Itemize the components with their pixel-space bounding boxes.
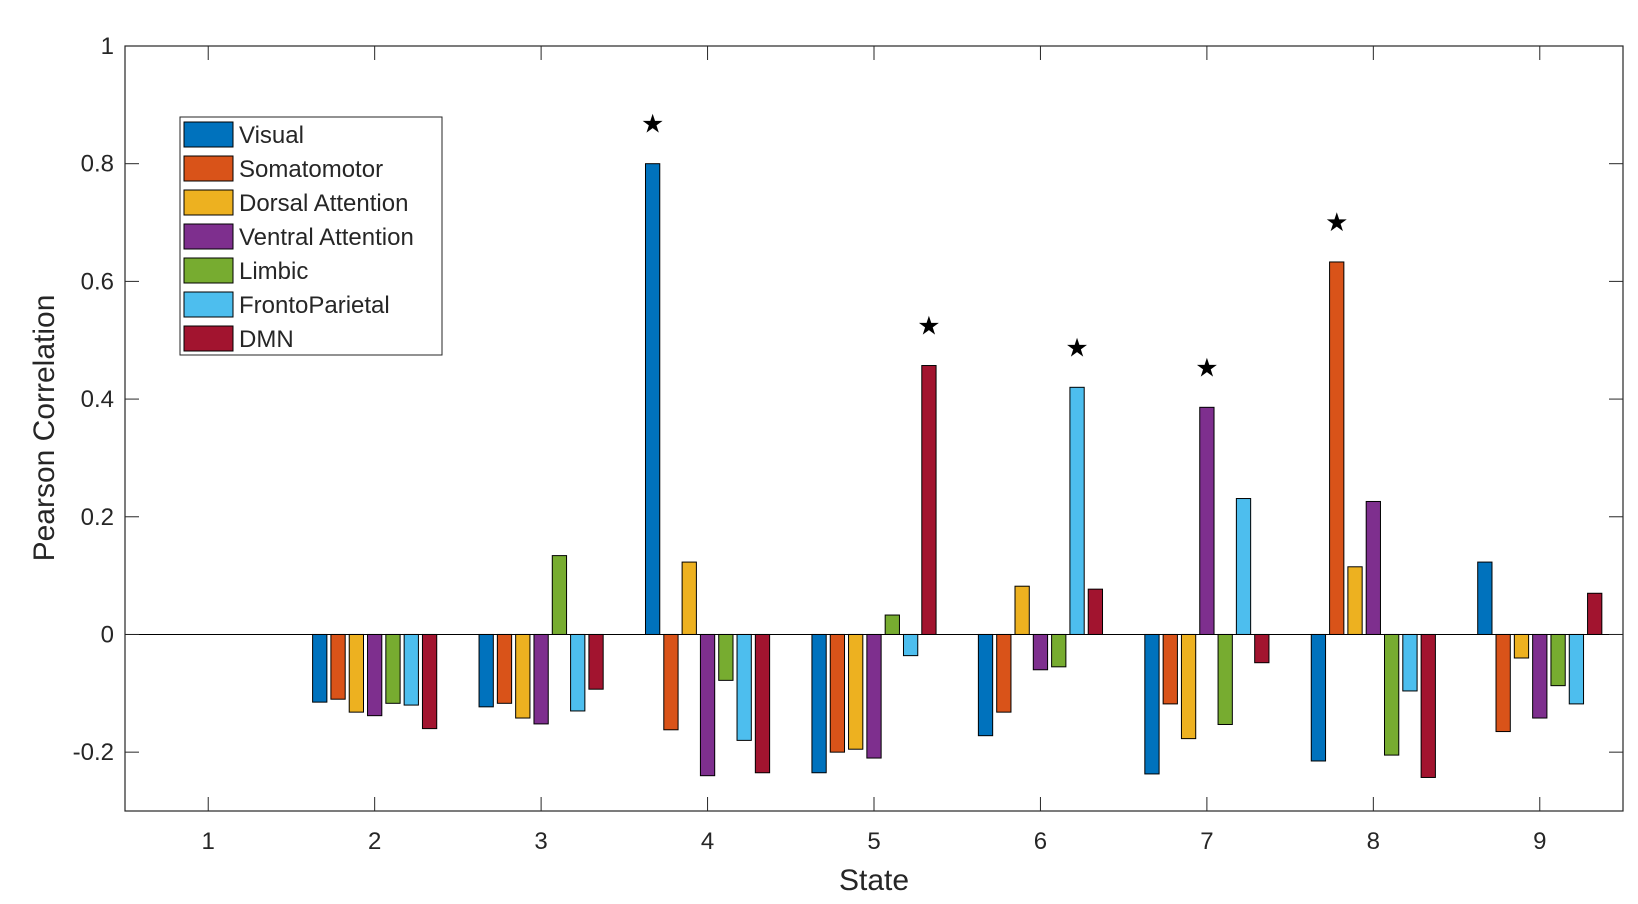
bar-ventral-attention-state-7 bbox=[1199, 406, 1215, 635]
bar-visual-state-9 bbox=[1477, 561, 1493, 635]
y-tick-label: 0 bbox=[101, 621, 114, 648]
x-tick-label: 4 bbox=[701, 828, 714, 855]
bar-visual-state-6 bbox=[977, 633, 994, 737]
bar-frontoparietal-state-6 bbox=[1069, 386, 1085, 635]
bar-dmn-state-8 bbox=[1420, 633, 1436, 778]
bar-dmn-state-6 bbox=[1087, 588, 1104, 635]
bar-dorsal-attention-state-9 bbox=[1513, 633, 1530, 659]
bar-limbic-state-8 bbox=[1384, 633, 1400, 756]
bar-limbic-state-9 bbox=[1550, 633, 1566, 687]
bar-dorsal-attention-state-5 bbox=[848, 633, 864, 750]
x-tick-label: 1 bbox=[202, 828, 215, 855]
bar-somatomotor-state-4 bbox=[663, 633, 679, 731]
bar-frontoparietal-state-7 bbox=[1235, 498, 1252, 635]
bar-limbic-state-3 bbox=[551, 555, 568, 635]
legend-label-dorsal-attention: Dorsal Attention bbox=[239, 190, 408, 217]
bar-somatomotor-state-6 bbox=[996, 633, 1012, 713]
bar-ventral-attention-state-2 bbox=[367, 633, 383, 717]
bar-ventral-attention-state-8 bbox=[1365, 500, 1381, 635]
bar-dorsal-attention-state-4 bbox=[681, 561, 697, 635]
bar-ventral-attention-state-3 bbox=[533, 633, 549, 725]
bar-somatomotor-state-9 bbox=[1495, 633, 1511, 733]
x-tick-label: 9 bbox=[1533, 828, 1546, 855]
x-tick-label: 8 bbox=[1367, 828, 1380, 855]
bar-limbic-state-5 bbox=[884, 614, 900, 635]
bar-dorsal-attention-state-6 bbox=[1014, 585, 1030, 635]
y-tick-label: -0.2 bbox=[73, 739, 114, 766]
bar-limbic-state-2 bbox=[385, 633, 401, 704]
bar-somatomotor-state-8 bbox=[1329, 261, 1345, 635]
bar-dorsal-attention-state-3 bbox=[515, 633, 531, 719]
x-tick-label: 5 bbox=[867, 828, 880, 855]
bar-visual-state-8 bbox=[1310, 633, 1327, 762]
bar-dmn-state-5 bbox=[921, 365, 937, 635]
y-axis-title: Pearson Correlation bbox=[28, 295, 61, 562]
y-tick-label: 0.8 bbox=[81, 151, 114, 178]
significance-star-state-4: ★ bbox=[641, 109, 664, 139]
x-tick-label: 2 bbox=[368, 828, 381, 855]
bar-somatomotor-state-5 bbox=[829, 633, 846, 753]
legend-label-limbic: Limbic bbox=[239, 258, 308, 285]
bar-frontoparietal-state-4 bbox=[736, 633, 752, 741]
bar-somatomotor-state-3 bbox=[496, 633, 513, 704]
bar-somatomotor-state-2 bbox=[330, 633, 346, 700]
bar-ventral-attention-state-5 bbox=[866, 633, 882, 759]
bar-visual-state-4 bbox=[644, 163, 661, 635]
bar-dorsal-attention-state-7 bbox=[1180, 633, 1197, 740]
significance-star-state-8: ★ bbox=[1325, 207, 1348, 237]
legend-label-somatomotor: Somatomotor bbox=[239, 156, 383, 183]
bar-dmn-state-3 bbox=[588, 633, 604, 690]
bar-frontoparietal-state-8 bbox=[1402, 633, 1418, 692]
legend-swatch-visual bbox=[183, 121, 234, 148]
significance-star-state-6: ★ bbox=[1065, 332, 1088, 362]
significance-star-state-7: ★ bbox=[1195, 352, 1218, 382]
bar-frontoparietal-state-2 bbox=[403, 633, 419, 706]
y-tick-label: 0.2 bbox=[81, 504, 114, 531]
axis-ticks: -0.2 0 0.2 0.4 0.6 0.8 1 1 2 3 4 5 6 7 8 9 bbox=[73, 33, 1623, 855]
bar-somatomotor-state-7 bbox=[1162, 633, 1178, 705]
bar-frontoparietal-state-9 bbox=[1568, 633, 1585, 705]
legend-swatch-dmn bbox=[183, 325, 234, 352]
legend-swatch-somatomotor bbox=[183, 155, 234, 182]
bar-limbic-state-6 bbox=[1051, 633, 1067, 668]
bar-limbic-state-4 bbox=[718, 633, 734, 681]
bar-ventral-attention-state-4 bbox=[699, 633, 716, 777]
x-tick-label: 6 bbox=[1034, 828, 1047, 855]
legend-label-dmn: DMN bbox=[239, 326, 294, 353]
bar-dorsal-attention-state-2 bbox=[348, 633, 365, 713]
bar-frontoparietal-state-5 bbox=[902, 633, 919, 657]
y-tick-label: 0.4 bbox=[81, 386, 114, 413]
y-tick-label: 0.6 bbox=[81, 268, 114, 295]
bar-dmn-state-9 bbox=[1587, 592, 1603, 635]
bar-dmn-state-7 bbox=[1254, 633, 1270, 664]
legend-swatch-dorsal-attention bbox=[183, 189, 234, 216]
bar-ventral-attention-state-6 bbox=[1032, 633, 1049, 671]
bar-dmn-state-4 bbox=[754, 633, 771, 774]
significance-star-state-5: ★ bbox=[917, 311, 940, 341]
bar-visual-state-3 bbox=[478, 633, 494, 708]
legend-swatch-ventral-attention bbox=[183, 223, 234, 250]
bar-visual-state-2 bbox=[312, 633, 328, 703]
legend-label-ventral-attention: Ventral Attention bbox=[239, 224, 414, 251]
y-tick-label: 1 bbox=[101, 33, 114, 60]
bar-visual-state-5 bbox=[811, 633, 827, 774]
x-tick-label: 7 bbox=[1200, 828, 1213, 855]
legend-label-visual: Visual bbox=[239, 122, 304, 149]
bar-limbic-state-7 bbox=[1217, 633, 1233, 725]
significance-markers: ★ ★ ★ ★ ★ bbox=[641, 109, 1348, 383]
x-axis-title: State bbox=[839, 864, 909, 897]
bar-frontoparietal-state-3 bbox=[570, 633, 586, 712]
legend-label-frontoparietal: FrontoParietal bbox=[239, 292, 390, 319]
bar-dmn-state-2 bbox=[421, 633, 438, 730]
legend: Visual Somatomotor Dorsal Attention Ventral… bbox=[179, 116, 443, 356]
bar-ventral-attention-state-9 bbox=[1532, 633, 1548, 719]
bar-dorsal-attention-state-8 bbox=[1347, 566, 1363, 635]
legend-swatch-frontoparietal bbox=[183, 291, 234, 318]
x-tick-label: 3 bbox=[534, 828, 547, 855]
legend-swatch-limbic bbox=[183, 257, 234, 284]
bar-visual-state-7 bbox=[1144, 633, 1160, 775]
